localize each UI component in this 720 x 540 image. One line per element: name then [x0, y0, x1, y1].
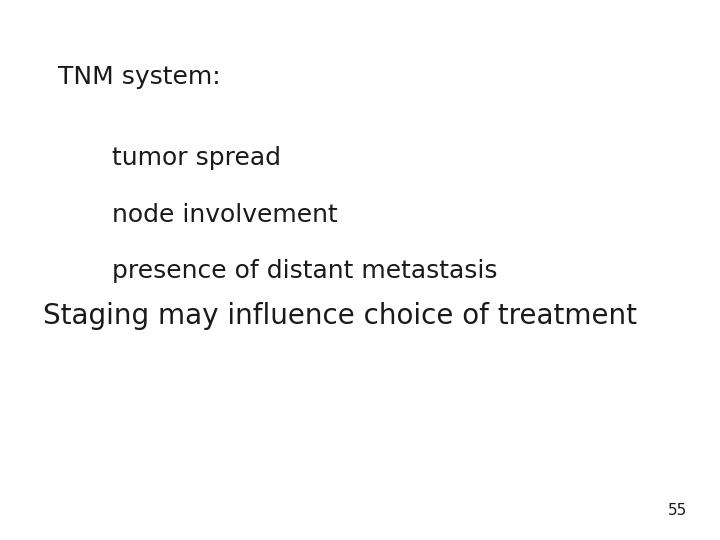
Text: node involvement: node involvement: [112, 202, 338, 226]
Text: presence of distant metastasis: presence of distant metastasis: [112, 259, 497, 283]
Text: TNM system:: TNM system:: [58, 65, 220, 89]
Text: 55: 55: [668, 503, 688, 518]
Text: tumor spread: tumor spread: [112, 146, 281, 170]
Text: Staging may influence choice of treatment: Staging may influence choice of treatmen…: [43, 302, 637, 330]
